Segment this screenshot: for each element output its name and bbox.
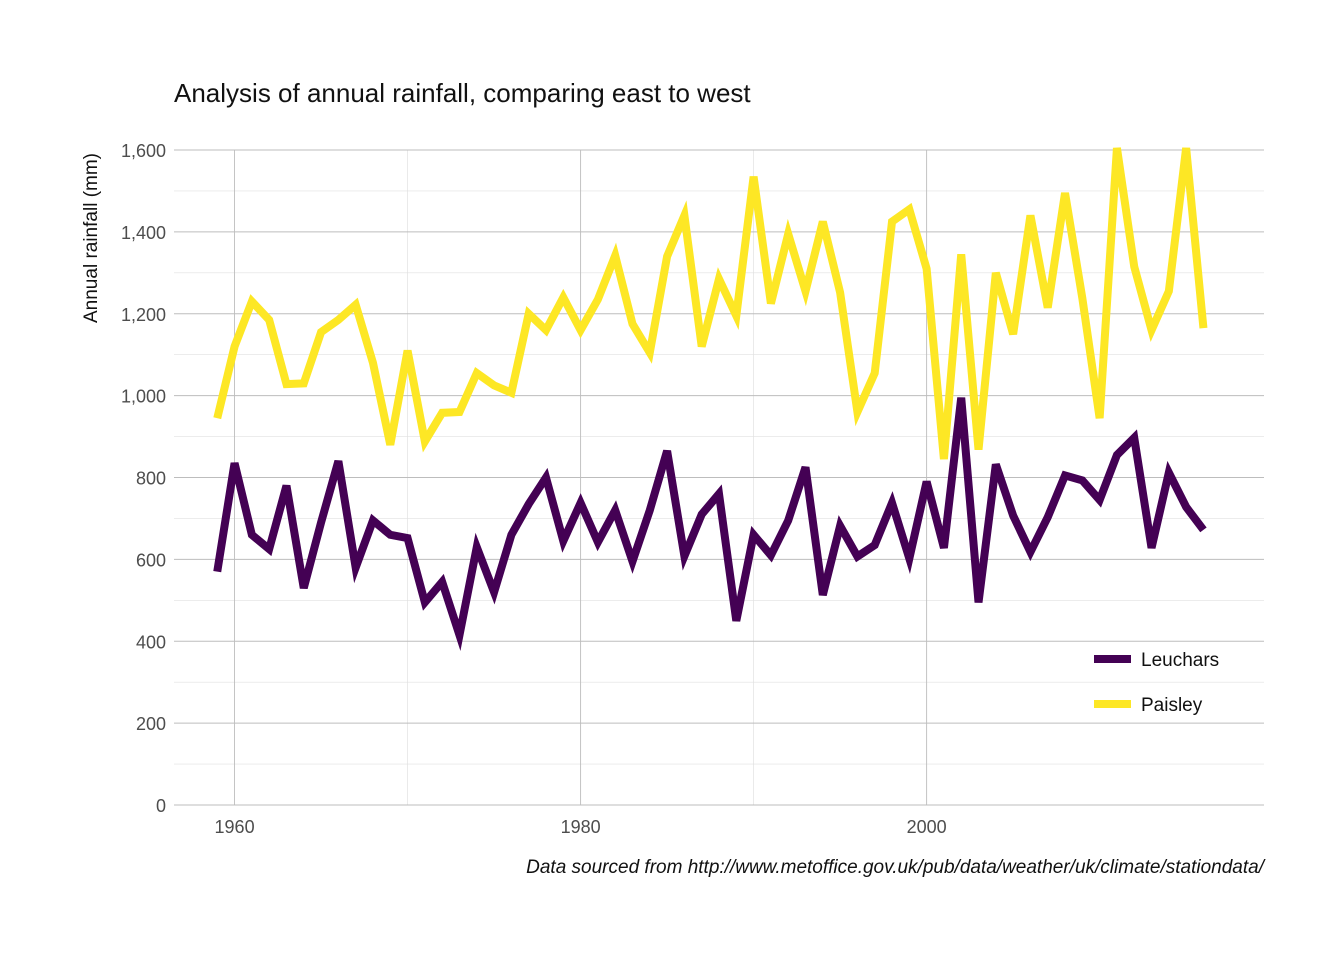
y-tick-label: 800: [136, 469, 166, 489]
grid: [174, 149, 1264, 806]
series-lines: [213, 147, 1208, 651]
y-tick-label: 1,000: [121, 387, 166, 407]
series-line-leuchars: [213, 397, 1207, 651]
x-tick-label: 1980: [561, 817, 601, 837]
y-tick-label: 200: [136, 714, 166, 734]
legend-label-paisley: Paisley: [1141, 695, 1203, 716]
y-tick-label: 1,600: [121, 141, 166, 161]
y-axis-label: Annual rainfall (mm): [81, 153, 102, 323]
y-tick-label: 0: [156, 796, 166, 816]
y-tick-label: 400: [136, 632, 166, 652]
y-axis-ticks: 0 200 400 600 800 1,000 1,200 1,400 1,600: [121, 141, 166, 816]
y-tick-label: 1,200: [121, 305, 166, 325]
chart-caption: Data sourced from http://www.metoffice.g…: [526, 857, 1266, 878]
y-tick-label: 1,400: [121, 223, 166, 243]
legend-label-leuchars: Leuchars: [1141, 650, 1219, 671]
x-tick-label: 2000: [907, 817, 947, 837]
x-tick-label: 1960: [215, 817, 255, 837]
legend: Leuchars Paisley: [1094, 650, 1219, 716]
x-axis-ticks: 1960 1980 2000: [215, 817, 947, 837]
chart-title: Analysis of annual rainfall, comparing e…: [174, 78, 751, 108]
series-line-paisley: [213, 147, 1208, 460]
y-tick-label: 600: [136, 550, 166, 570]
